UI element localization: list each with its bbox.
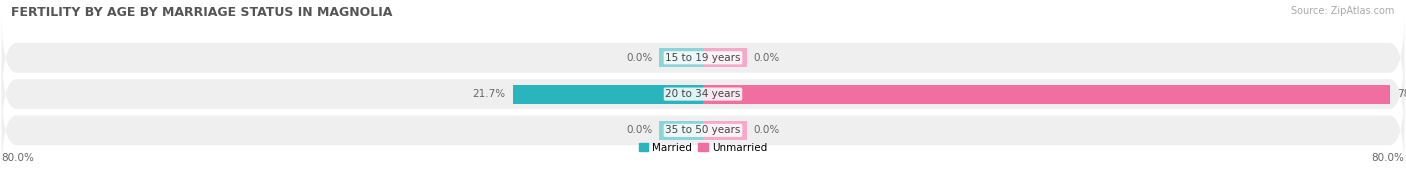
Text: 0.0%: 0.0% [626, 53, 652, 63]
Text: 20 to 34 years: 20 to 34 years [665, 89, 741, 99]
Text: 21.7%: 21.7% [472, 89, 506, 99]
FancyBboxPatch shape [1, 10, 1405, 106]
Legend: Married, Unmarried: Married, Unmarried [634, 139, 772, 157]
Bar [513, 85, 703, 103]
Text: 0.0%: 0.0% [754, 125, 780, 135]
Text: Source: ZipAtlas.com: Source: ZipAtlas.com [1291, 6, 1395, 16]
Text: 80.0%: 80.0% [1372, 153, 1405, 163]
Text: 80.0%: 80.0% [1, 153, 34, 163]
Text: 0.0%: 0.0% [754, 53, 780, 63]
Bar [659, 121, 703, 140]
FancyBboxPatch shape [1, 46, 1405, 142]
Text: FERTILITY BY AGE BY MARRIAGE STATUS IN MAGNOLIA: FERTILITY BY AGE BY MARRIAGE STATUS IN M… [11, 6, 392, 19]
Text: 78.3%: 78.3% [1396, 89, 1406, 99]
Bar [703, 85, 1389, 103]
Bar [703, 48, 747, 67]
Text: 35 to 50 years: 35 to 50 years [665, 125, 741, 135]
Bar [659, 48, 703, 67]
Bar [703, 121, 747, 140]
FancyBboxPatch shape [1, 83, 1405, 178]
Text: 0.0%: 0.0% [626, 125, 652, 135]
Text: 15 to 19 years: 15 to 19 years [665, 53, 741, 63]
